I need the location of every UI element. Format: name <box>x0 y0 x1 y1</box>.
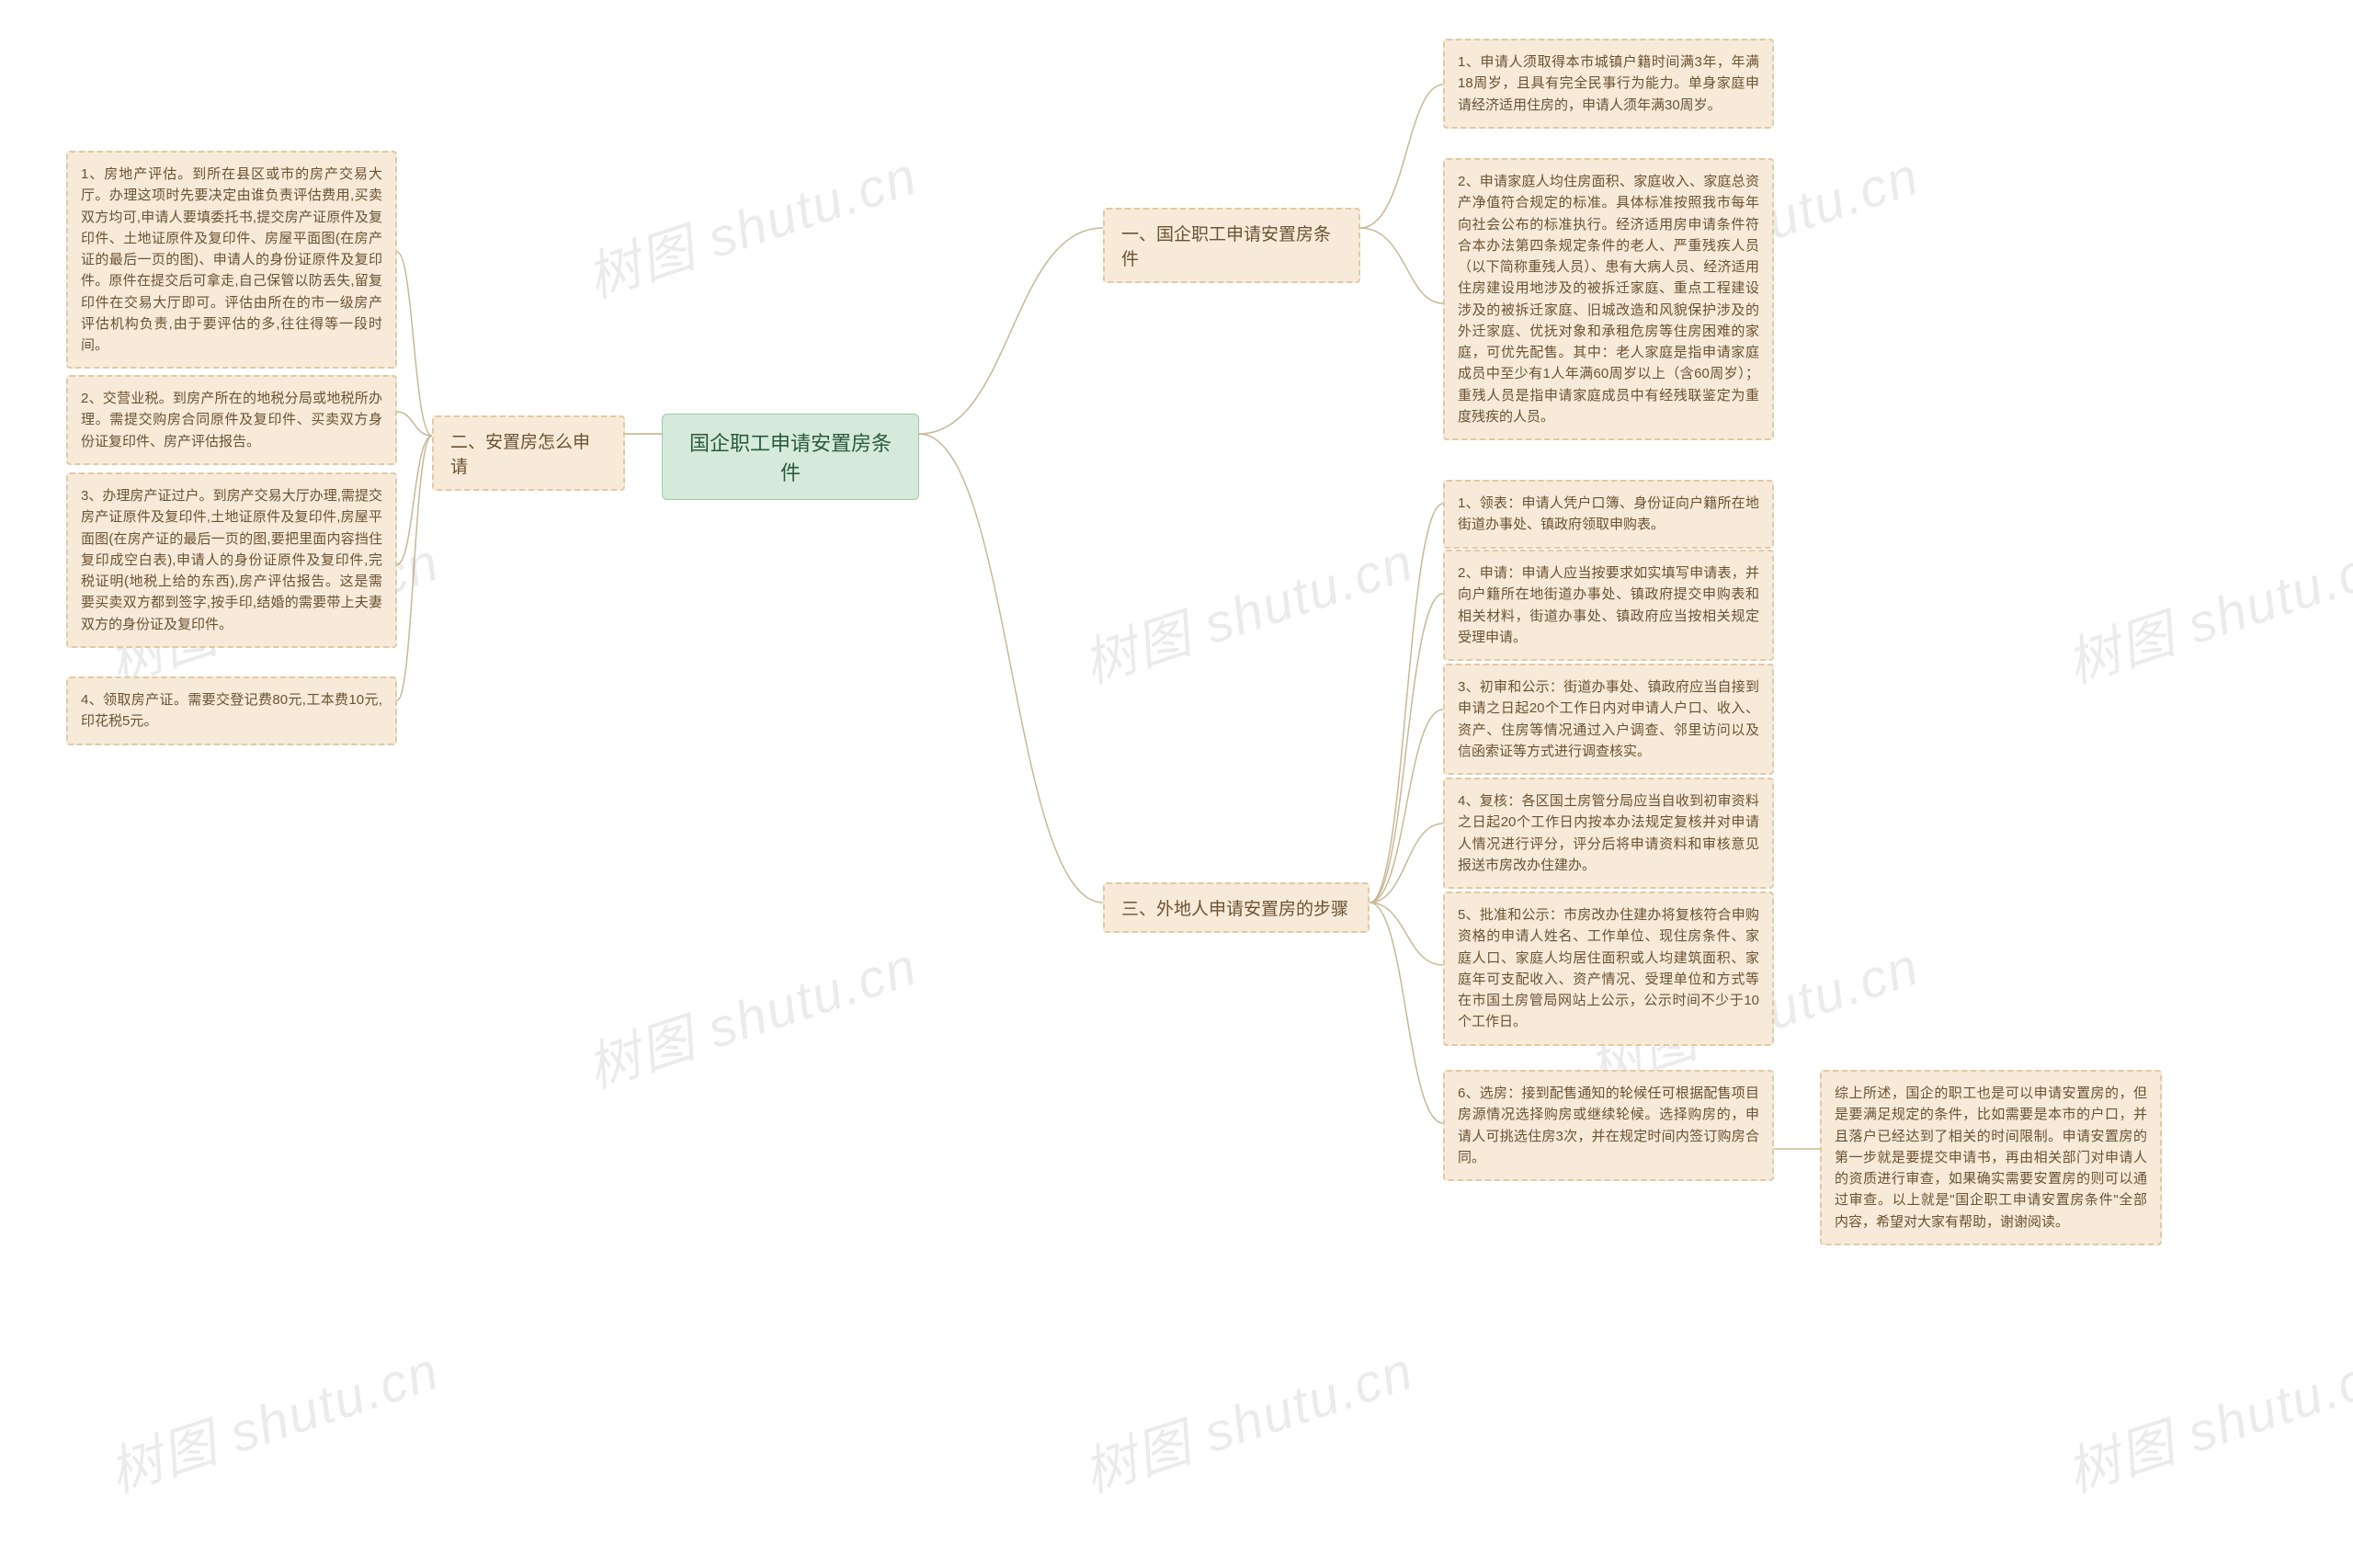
branch-1-label: 一、国企职工申请安置房条件 <box>1121 225 1331 269</box>
leaf-b3-4: 4、复核：各区国土房管分局应当自收到初审资料之日起20个工作日内按本办法规定复核… <box>1443 778 1774 889</box>
leaf-b3-2: 2、申请：申请人应当按要求如实填写申请表，并向户籍所在地街道办事处、镇政府提交申… <box>1443 550 1774 661</box>
leaf-text: 综上所述，国企的职工也是可以申请安置房的，但是要满足规定的条件，比如需要是本市的… <box>1835 1085 2147 1230</box>
leaf-text: 3、办理房产证过户。到房产交易大厅办理,需提交房产证原件及复印件,土地证原件及复… <box>81 488 382 632</box>
leaf-text: 1、领表：申请人凭户口簿、身份证向户籍所在地街道办事处、镇政府领取申购表。 <box>1458 495 1759 532</box>
leaf-b3-5: 5、批准和公示：市房改办住建办将复核符合申购资格的申请人姓名、工作单位、现住房条… <box>1443 892 1774 1046</box>
leaf-text: 4、领取房产证。需要交登记费80元,工本费10元,印花税5元。 <box>81 692 382 729</box>
leaf-text: 1、房地产评估。到所在县区或市的房产交易大厅。办理这项时先要决定由谁负责评估费用… <box>81 166 382 353</box>
leaf-b1-1: 1、申请人须取得本市城镇户籍时间满3年，年满18周岁，且具有完全民事行为能力。单… <box>1443 39 1774 129</box>
branch-2: 二、安置房怎么申请 <box>432 415 625 491</box>
leaf-b1-2: 2、申请家庭人均住房面积、家庭收入、家庭总资产净值符合规定的标准。具体标准按照我… <box>1443 158 1774 440</box>
center-label: 国企职工申请安置房条件 <box>689 432 892 484</box>
leaf-b3-3: 3、初审和公示：街道办事处、镇政府应当自接到申请之日起20个工作日内对申请人户口… <box>1443 664 1774 775</box>
leaf-text: 2、申请：申请人应当按要求如实填写申请表，并向户籍所在地街道办事处、镇政府提交申… <box>1458 565 1759 645</box>
leaf-b2-1: 1、房地产评估。到所在县区或市的房产交易大厅。办理这项时先要决定由谁负责评估费用… <box>66 151 397 369</box>
center-node: 国企职工申请安置房条件 <box>662 414 919 500</box>
leaf-text: 2、申请家庭人均住房面积、家庭收入、家庭总资产净值符合规定的标准。具体标准按照我… <box>1458 174 1759 425</box>
leaf-text: 3、初审和公示：街道办事处、镇政府应当自接到申请之日起20个工作日内对申请人户口… <box>1458 679 1759 759</box>
leaf-b3-7: 综上所述，国企的职工也是可以申请安置房的，但是要满足规定的条件，比如需要是本市的… <box>1820 1070 2162 1245</box>
leaf-b2-4: 4、领取房产证。需要交登记费80元,工本费10元,印花税5元。 <box>66 676 397 745</box>
leaf-text: 1、申请人须取得本市城镇户籍时间满3年，年满18周岁，且具有完全民事行为能力。单… <box>1458 54 1759 113</box>
leaf-b2-3: 3、办理房产证过户。到房产交易大厅办理,需提交房产证原件及复印件,土地证原件及复… <box>66 472 397 648</box>
leaf-text: 5、批准和公示：市房改办住建办将复核符合申购资格的申请人姓名、工作单位、现住房条… <box>1458 907 1759 1029</box>
leaf-text: 4、复核：各区国土房管分局应当自收到初审资料之日起20个工作日内按本办法规定复核… <box>1458 793 1759 873</box>
leaf-text: 2、交营业税。到房产所在的地税分局或地税所办理。需提交购房合同原件及复印件、买卖… <box>81 391 382 449</box>
leaf-b3-1: 1、领表：申请人凭户口簿、身份证向户籍所在地街道办事处、镇政府领取申购表。 <box>1443 480 1774 549</box>
branch-1: 一、国企职工申请安置房条件 <box>1103 208 1360 283</box>
branch-3-label: 三、外地人申请安置房的步骤 <box>1121 900 1348 919</box>
branch-2-label: 二、安置房怎么申请 <box>450 433 590 477</box>
branch-3: 三、外地人申请安置房的步骤 <box>1103 882 1370 933</box>
leaf-b3-6: 6、选房：接到配售通知的轮候任可根据配售项目房源情况选择购房或继续轮候。选择购房… <box>1443 1070 1774 1181</box>
leaf-b2-2: 2、交营业税。到房产所在的地税分局或地税所办理。需提交购房合同原件及复印件、买卖… <box>66 375 397 465</box>
leaf-text: 6、选房：接到配售通知的轮候任可根据配售项目房源情况选择购房或继续轮候。选择购房… <box>1458 1085 1759 1165</box>
